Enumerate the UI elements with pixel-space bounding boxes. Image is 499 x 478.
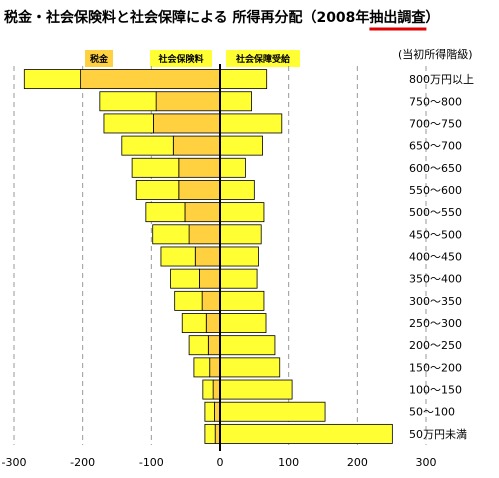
chart-title-emphasis: 抽出調査 (369, 9, 426, 26)
social-insurance-bar (181, 313, 207, 333)
social-insurance-bar (170, 268, 200, 289)
tax-bar (201, 290, 221, 311)
legend: 税金 社会保険料 社会保障受給 (85, 50, 300, 67)
tax-bar (212, 379, 221, 400)
x-tick-label: 300 (416, 456, 437, 469)
category-label: 350〜400 (409, 273, 462, 286)
category-label: 200〜250 (409, 339, 462, 352)
category-label: 450〜500 (409, 228, 462, 241)
social-insurance-bar (131, 157, 180, 178)
social-security-bar (219, 313, 267, 333)
category-labels: 800万円以上 750〜800 700〜750 650〜700 600〜650 550〜6… (409, 73, 474, 441)
social-security-bar (219, 401, 326, 422)
category-label: 250〜300 (409, 317, 462, 330)
legend-label-tax: 税金 (90, 53, 109, 65)
tax-bar (178, 180, 221, 200)
social-security-bar (219, 157, 246, 178)
legend-label-social-insurance: 社会保険料 (157, 53, 203, 65)
social-insurance-bar (204, 401, 215, 422)
social-insurance-bar (121, 135, 174, 156)
legend-label-social-security: 社会保障受給 (235, 53, 291, 65)
legend-swatch-social-security (226, 50, 300, 67)
social-security-bar (219, 246, 259, 267)
category-label: 700〜750 (409, 117, 462, 130)
category-label: 100〜150 (409, 384, 462, 397)
bars (23, 69, 393, 444)
category-label: 50万円未満 (409, 428, 467, 441)
social-insurance-bar (174, 290, 203, 311)
tax-bar (178, 157, 221, 178)
x-tick-label: -100 (139, 456, 164, 469)
social-insurance-bar (103, 113, 154, 134)
legend-swatch-social-insurance (150, 50, 212, 67)
category-header: (当初所得階級) (398, 47, 473, 61)
social-insurance-bar (193, 357, 211, 378)
social-security-bar (219, 135, 263, 156)
social-security-bar (219, 69, 268, 90)
tax-bar (172, 135, 221, 156)
social-insurance-bar (152, 224, 190, 245)
category-label: 500〜550 (409, 206, 462, 219)
tax-bar (205, 313, 221, 333)
social-security-bar (219, 224, 262, 245)
x-tick-label: -300 (2, 456, 27, 469)
category-label: 150〜200 (409, 361, 462, 374)
social-insurance-bar (23, 69, 82, 90)
tax-bar (198, 268, 221, 289)
social-security-bar (219, 91, 252, 112)
chart-title: 税金・社会保険料と社会保障による 所得再分配（2008年抽出調査） (4, 9, 439, 26)
social-security-bar (219, 268, 258, 289)
category-label: 600〜650 (409, 162, 462, 175)
category-label: 50〜100 (409, 406, 455, 419)
tax-bar (188, 224, 221, 245)
x-tick-label: 100 (278, 456, 299, 469)
social-insurance-bar (145, 202, 186, 223)
x-tick-label: -200 (70, 456, 95, 469)
x-tick-label: 0 (217, 456, 224, 469)
tax-bar (80, 69, 221, 90)
social-insurance-bar (99, 91, 157, 112)
social-insurance-bar (135, 180, 180, 200)
tax-bar (194, 246, 221, 267)
category-label: 550〜600 (409, 184, 462, 197)
tax-bar (184, 202, 221, 223)
social-security-bar (219, 423, 393, 444)
tax-bar (207, 335, 221, 356)
category-label: 400〜450 (409, 251, 462, 264)
category-label: 300〜350 (409, 295, 462, 308)
social-insurance-bar (202, 379, 214, 400)
x-tick-labels: -300 -200 -100 0 100 200 300 (2, 456, 437, 469)
social-insurance-bar (188, 335, 209, 356)
social-insurance-bar (204, 423, 216, 444)
tax-bar (152, 113, 221, 134)
social-security-bar (219, 113, 283, 134)
social-security-bar (219, 379, 293, 400)
social-security-bar (219, 357, 281, 378)
social-security-bar (219, 290, 265, 311)
tax-bar (155, 91, 221, 112)
legend-swatch-tax (85, 50, 113, 67)
x-tick-label: 200 (347, 456, 368, 469)
tax-bar (209, 357, 221, 378)
social-insurance-bar (160, 246, 196, 267)
social-security-bar (219, 180, 255, 200)
category-label: 800万円以上 (409, 73, 474, 86)
social-security-bar (219, 202, 265, 223)
category-label: 650〜700 (409, 140, 462, 153)
social-security-bar (219, 335, 276, 356)
category-label: 750〜800 (409, 95, 462, 108)
